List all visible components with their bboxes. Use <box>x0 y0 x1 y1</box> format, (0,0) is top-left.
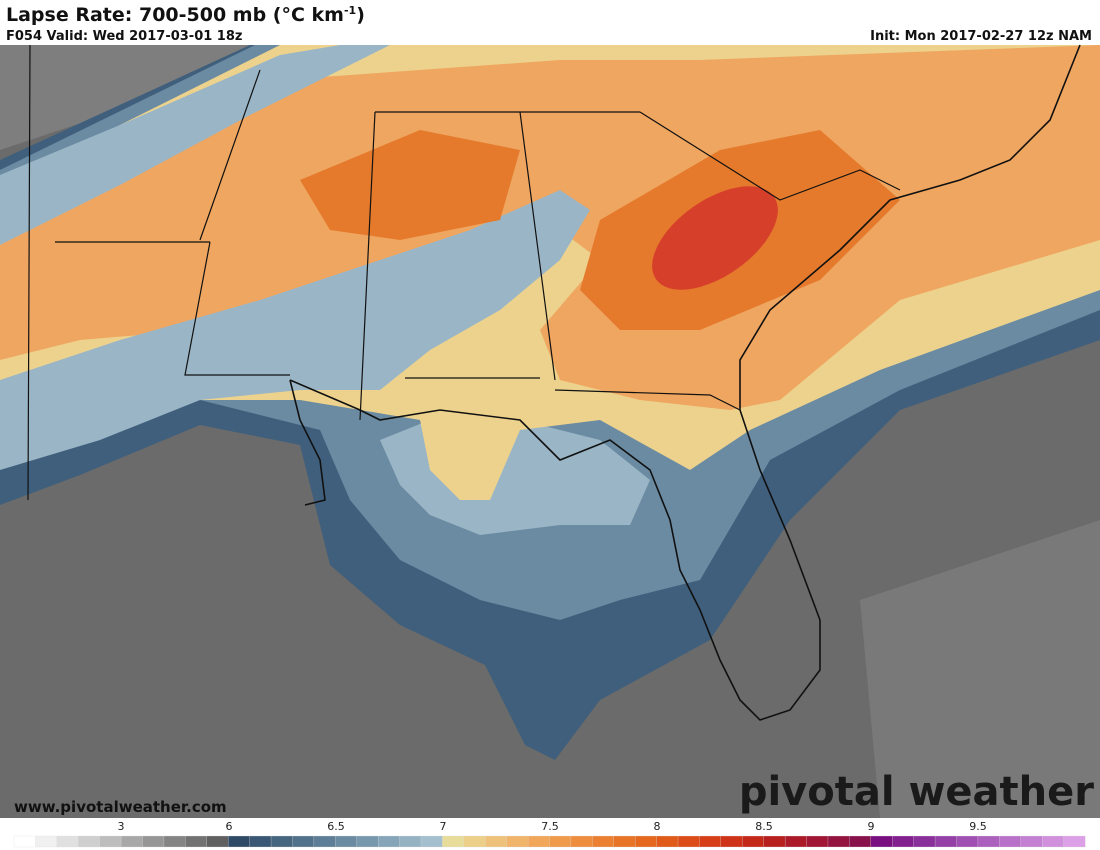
colorbar-swatch <box>56 835 79 848</box>
colorbar-swatch <box>1063 835 1086 848</box>
colorbar-swatch <box>527 835 550 848</box>
colorbar-swatch <box>463 835 486 848</box>
colorbar-swatch <box>249 835 272 848</box>
colorbar-label: 8 <box>654 820 661 833</box>
colorbar-swatch <box>635 835 658 848</box>
colorbar-label: 8.5 <box>755 820 773 833</box>
colorbar-swatch <box>292 835 315 848</box>
field-dark-orange <box>300 130 520 240</box>
colorbar-swatch <box>356 835 379 848</box>
colorbar-swatch <box>613 835 636 848</box>
colorbar-swatch <box>999 835 1022 848</box>
colorbar-swatch <box>1042 835 1065 848</box>
colorbar-swatch <box>870 835 893 848</box>
colorbar-swatch <box>142 835 165 848</box>
title-main: Lapse Rate: 700-500 mb (°C km <box>6 4 344 26</box>
colorbar-swatch <box>399 835 422 848</box>
colorbar-swatch <box>377 835 401 848</box>
init-time: Init: Mon 2017-02-27 12z NAM <box>870 29 1092 44</box>
colorbar-swatch <box>420 835 443 848</box>
colorbar-swatch <box>913 835 936 848</box>
colorbar-label: 7 <box>440 820 447 833</box>
colorbar-swatch <box>185 835 208 848</box>
title-end: ) <box>356 4 365 26</box>
colorbar-swatch <box>442 835 465 848</box>
colorbar: 3 6 6.5 7 7.5 8 8.5 9 9.5 <box>13 820 1086 848</box>
colorbar-swatch <box>549 835 572 848</box>
colorbar-swatch <box>720 835 743 848</box>
colorbar-label: 7.5 <box>541 820 559 833</box>
colorbar-swatch <box>506 835 529 848</box>
colorbar-swatch <box>228 835 251 848</box>
colorbar-swatch <box>956 835 979 848</box>
colorbar-swatch <box>592 835 615 848</box>
colorbar-swatch <box>699 835 722 848</box>
logo: pivotal weather <box>739 769 1094 815</box>
header-bg <box>0 0 1100 45</box>
colorbar-swatch <box>35 835 58 848</box>
field-light-blue <box>0 190 590 470</box>
colorbar-swatch <box>313 835 336 848</box>
colorbar-swatch <box>934 835 957 848</box>
colorbar-label: 9.5 <box>969 820 987 833</box>
colorbar-label: 3 <box>118 820 125 833</box>
colorbar-label: 9 <box>868 820 875 833</box>
coastline <box>289 44 1081 721</box>
colorbar-label: 6 <box>226 820 233 833</box>
field-red <box>652 186 778 290</box>
colorbar-swatch <box>163 835 186 848</box>
colorbar-swatch <box>485 835 508 848</box>
colorbar-label: 6.5 <box>327 820 345 833</box>
footer-url: www.pivotalweather.com <box>14 798 227 816</box>
colorbar-swatch <box>892 835 915 848</box>
colorbar-swatch <box>13 835 36 848</box>
colorbar-swatch <box>1020 835 1043 848</box>
colorbar-swatch <box>570 835 593 848</box>
colorbar-swatch <box>677 835 700 848</box>
colorbar-swatch <box>120 835 143 848</box>
colorbar-swatch <box>827 835 850 848</box>
colorbar-swatch <box>206 835 229 848</box>
colorbar-swatch <box>270 835 293 848</box>
light-gray-patch <box>860 520 1100 818</box>
colorbar-swatch <box>806 835 829 848</box>
colorbar-swatch <box>742 835 765 848</box>
colorbar-swatch <box>335 835 358 848</box>
colorbar-swatch <box>763 835 786 848</box>
colorbar-swatch <box>784 835 807 848</box>
state-borders <box>27 44 901 501</box>
field-light-blue <box>0 45 390 245</box>
colorbar-swatch <box>977 835 1000 848</box>
valid-time: F054 Valid: Wed 2017-03-01 18z <box>6 29 242 44</box>
title: Lapse Rate: 700-500 mb (°C km-1) <box>6 4 365 26</box>
colorbar-swatch <box>849 835 872 848</box>
colorbar-swatch <box>78 835 101 848</box>
map: www.pivotalweather.com pivotal weather <box>0 44 1100 818</box>
colorbar-swatch <box>99 835 122 848</box>
title-superscript: -1 <box>344 4 356 17</box>
colorbar-swatch <box>656 835 679 848</box>
